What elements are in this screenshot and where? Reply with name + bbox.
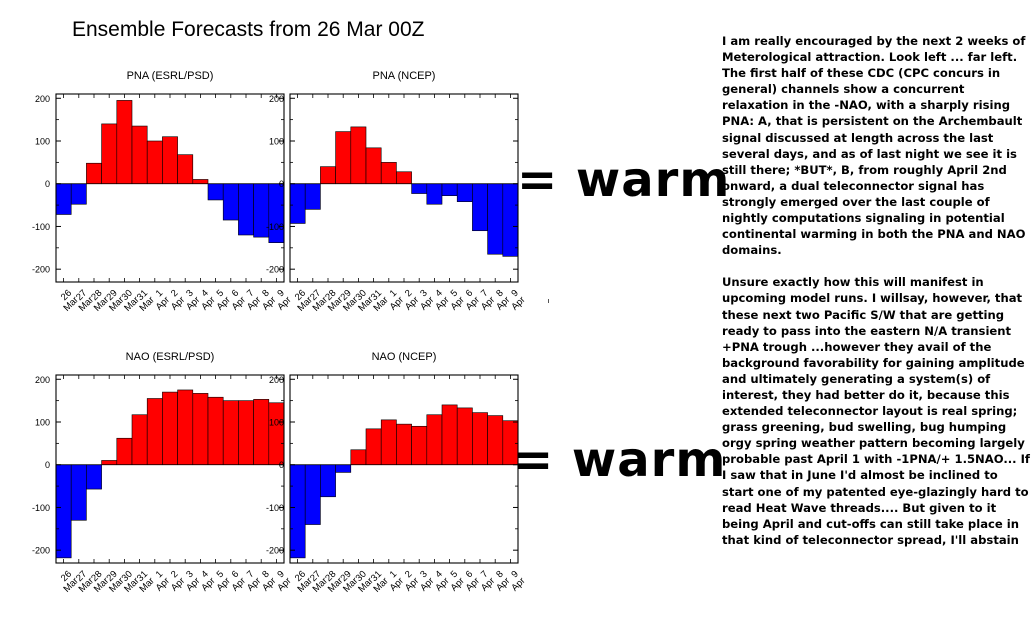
bar — [320, 464, 336, 498]
bar — [396, 423, 412, 466]
bar — [304, 464, 321, 525]
chart-panel-nao-ncep: NAO (NCEP) -200 -100 0 100 200 26Mar 27Mar 28Mar… — [254, 343, 530, 633]
chart-title: PNA (NCEP) — [373, 70, 436, 82]
bar — [192, 393, 209, 466]
bar — [238, 400, 254, 466]
bar — [380, 419, 397, 466]
bar — [146, 398, 163, 466]
bar — [396, 171, 412, 185]
y-tick-label: 200 — [269, 94, 284, 104]
stray-mark — [548, 299, 549, 303]
bar — [177, 389, 194, 466]
chart-panel-nao-esrl: NAO (ESRL/PSD) -200 -100 0 100 200 26Mar 27Mar 2… — [20, 343, 296, 633]
y-tick-label: -100 — [32, 222, 50, 232]
bar — [177, 154, 194, 185]
bar — [86, 162, 102, 185]
bar — [365, 428, 382, 466]
y-tick-label: -200 — [266, 546, 284, 556]
y-tick-label: 0 — [45, 460, 50, 470]
bar — [441, 404, 458, 466]
y-tick-label: 100 — [269, 137, 284, 147]
bar — [131, 414, 148, 466]
chart-svg: PNA (ESRL/PSD)-200-100010020026Mar27Mar2… — [32, 70, 294, 314]
bar — [426, 183, 443, 205]
bar — [238, 183, 254, 236]
bar — [70, 464, 87, 521]
bar — [350, 126, 367, 185]
bar — [86, 464, 102, 490]
y-tick-label: 0 — [279, 179, 284, 189]
bar — [116, 100, 133, 185]
bar — [289, 464, 306, 559]
bar — [70, 183, 87, 205]
chart-panel-pna-ncep: PNA (NCEP) -200 -100 0 100 200 26Mar 27Mar 28Mar… — [254, 62, 530, 352]
bar — [487, 415, 504, 466]
bar — [116, 437, 133, 466]
y-tick-label: -200 — [32, 265, 50, 275]
bar — [350, 449, 367, 466]
chart-svg: NAO (NCEP)-200-100010020026Mar27Mar28Mar… — [266, 351, 528, 595]
chart-svg: PNA (NCEP)-200-100010020026Mar27Mar28Mar… — [266, 70, 528, 314]
bar — [146, 140, 163, 185]
bar — [162, 136, 178, 185]
bar — [411, 183, 428, 194]
bar — [207, 396, 224, 466]
bar — [472, 183, 488, 232]
chart-svg: NAO (ESRL/PSD)-200-100010020026Mar27Mar2… — [32, 351, 294, 595]
bar — [411, 425, 428, 466]
warm-label-top: = warm — [517, 152, 731, 208]
bar — [335, 464, 352, 473]
commentary-text: I am really encouraged by the next 2 wee… — [722, 33, 1032, 564]
chart-title: NAO (ESRL/PSD) — [126, 351, 215, 363]
y-tick-label: 0 — [279, 460, 284, 470]
bar — [487, 183, 504, 255]
chart-panel-pna-esrl: PNA (ESRL/PSD) -200 -100 0 100 200 26Mar 27Mar 2… — [20, 62, 296, 352]
y-tick-label: 200 — [35, 375, 50, 385]
y-tick-label: -200 — [266, 265, 284, 275]
bar — [101, 123, 118, 185]
bar — [222, 183, 239, 221]
chart-title: NAO (NCEP) — [372, 351, 437, 363]
bar — [441, 183, 458, 196]
bar — [365, 147, 382, 185]
bar — [289, 183, 306, 224]
y-tick-label: -100 — [32, 503, 50, 513]
bar — [502, 183, 519, 257]
bar — [426, 414, 443, 466]
figure-title: Ensemble Forecasts from 26 Mar 00Z — [72, 18, 425, 41]
bar — [55, 464, 72, 559]
y-tick-label: -200 — [32, 546, 50, 556]
y-tick-label: -100 — [266, 222, 284, 232]
y-tick-label: -100 — [266, 503, 284, 513]
bar — [320, 166, 336, 185]
bar — [222, 400, 239, 466]
chart-title: PNA (ESRL/PSD) — [127, 70, 214, 82]
bar — [472, 412, 488, 466]
bar — [304, 183, 321, 210]
commentary-paragraph: Unsure exactly how this will manifest in… — [722, 275, 1030, 547]
y-tick-label: 100 — [35, 418, 50, 428]
bar — [192, 179, 209, 185]
bar — [101, 460, 118, 466]
bar — [55, 183, 72, 215]
y-tick-label: 0 — [45, 179, 50, 189]
y-tick-label: 200 — [35, 94, 50, 104]
warm-label-bottom: = warm — [513, 432, 727, 488]
commentary-paragraph: I am really encouraged by the next 2 wee… — [722, 34, 1026, 258]
bar — [207, 183, 224, 201]
bar — [335, 131, 352, 185]
bar — [131, 125, 148, 185]
y-tick-label: 200 — [269, 375, 284, 385]
bar — [456, 407, 473, 466]
y-tick-label: 100 — [35, 137, 50, 147]
bar — [380, 162, 397, 185]
y-tick-label: 100 — [269, 418, 284, 428]
bar — [456, 183, 473, 202]
bar — [162, 391, 178, 466]
